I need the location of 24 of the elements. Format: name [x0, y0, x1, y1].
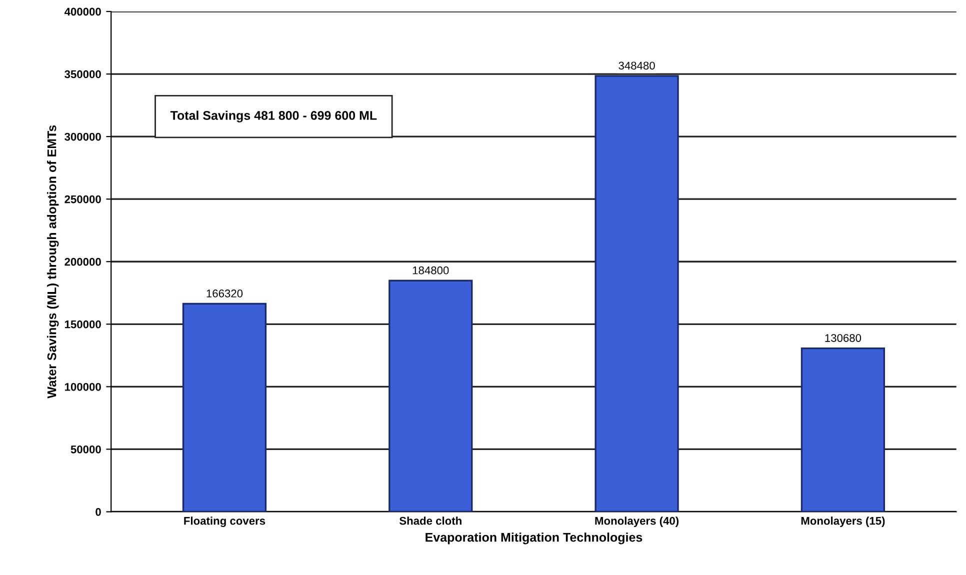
x-tick-label: Floating covers: [184, 516, 266, 528]
data-label: 348480: [618, 62, 655, 70]
data-label: 184800: [412, 266, 449, 274]
y-tick-label: 150000: [64, 320, 101, 328]
y-tick-label: 100000: [64, 382, 101, 391]
data-label: 130680: [825, 334, 862, 342]
bar: [800, 347, 886, 512]
bar: [388, 280, 473, 512]
y-tick-label: 0: [96, 508, 101, 516]
x-tick-label: Shade cloth: [399, 516, 462, 525]
annotation: Total Savings 481 800 - 699 600 ML: [170, 110, 377, 122]
data-label: 166320: [206, 290, 243, 298]
x-axis-title: Evaporation Mitigation Technologies: [426, 532, 642, 544]
x-tick-label: Monolayers (15): [801, 516, 885, 527]
y-tick-label: 200000: [64, 258, 101, 266]
y-tick-label: 350000: [64, 70, 101, 78]
bar: [182, 302, 267, 512]
y-axis-title: Water Savings (ML) through adoption of EMTs: [47, 125, 59, 398]
bar: [594, 75, 679, 512]
x-tick-label: Monolayers (40): [595, 516, 679, 527]
y-tick-label: 50000: [70, 445, 101, 454]
y-tick-label: 250000: [64, 195, 101, 204]
y-tick-label: 300000: [64, 132, 101, 141]
y-tick-label: 400000: [64, 8, 101, 16]
